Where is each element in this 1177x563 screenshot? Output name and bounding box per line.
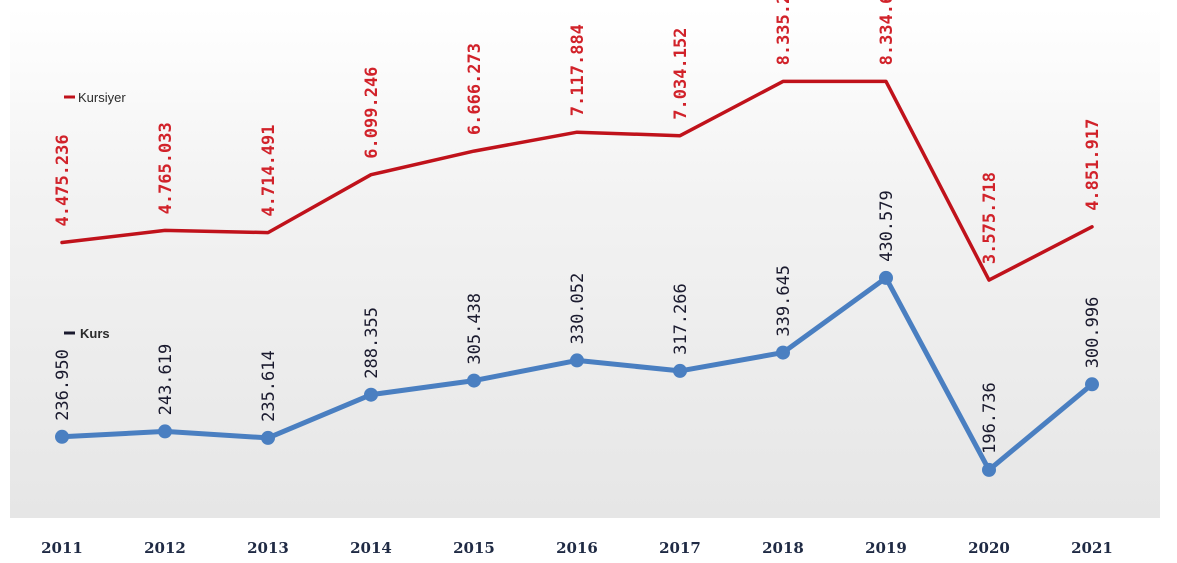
point-kurs-2019 <box>879 270 893 285</box>
data-label-kursiyer-2020: 3.575.718 <box>980 172 1000 264</box>
point-kurs-2013 <box>261 430 275 445</box>
data-label-kursiyer-2015: 6.666.273 <box>465 43 485 135</box>
data-label-kursiyer-2012: 4.765.033 <box>156 122 176 214</box>
data-label-kurs-2015: 305.438 <box>465 293 485 365</box>
data-label-kursiyer-2017: 7.034.152 <box>671 28 691 120</box>
point-kurs-2016 <box>570 353 584 368</box>
point-kurs-2012 <box>158 424 172 439</box>
legend-kursiyer: Kursiyer <box>64 90 126 105</box>
data-label-kurs-2018: 339.645 <box>774 265 794 337</box>
data-label-kursiyer-2021: 4.851.917 <box>1083 119 1103 211</box>
x-tick-2020: 2020 <box>968 539 1010 557</box>
data-label-kurs-2014: 288.355 <box>362 307 382 379</box>
data-label-kurs-2017: 317.266 <box>671 283 691 355</box>
point-kurs-2015 <box>467 373 481 388</box>
point-kurs-2017 <box>673 363 687 378</box>
data-label-kursiyer-2011: 4.475.236 <box>53 134 73 226</box>
data-label-kurs-2011: 236.950 <box>53 349 73 421</box>
data-label-kursiyer-2016: 7.117.884 <box>568 24 588 116</box>
x-tick-2017: 2017 <box>659 539 701 557</box>
x-tick-2012: 2012 <box>144 539 186 557</box>
point-kurs-2014 <box>364 387 378 402</box>
data-label-kurs-2016: 330.052 <box>568 273 588 345</box>
x-tick-2015: 2015 <box>453 539 495 557</box>
x-tick-2021: 2021 <box>1071 539 1113 557</box>
x-tick-2014: 2014 <box>350 539 392 557</box>
data-label-kursiyer-2014: 6.099.246 <box>362 67 382 159</box>
series-points <box>55 270 1099 477</box>
data-labels: 4.475.236 4.765.033 4.714.491 6.099.246 6.66… <box>53 0 1103 454</box>
point-kurs-2018 <box>776 345 790 360</box>
x-tick-2019: 2019 <box>865 539 907 557</box>
point-kurs-2020 <box>982 462 996 477</box>
x-tick-2011: 2011 <box>41 539 83 557</box>
legend-kursiyer-label: Kursiyer <box>78 90 126 105</box>
data-label-kursiyer-2018: 8.335.270 <box>774 0 794 65</box>
x-tick-2016: 2016 <box>556 539 598 557</box>
legend-kurs: Kurs <box>64 326 110 341</box>
point-kurs-2021 <box>1085 377 1099 392</box>
x-tick-2018: 2018 <box>762 539 804 557</box>
data-label-kurs-2012: 243.619 <box>156 344 176 416</box>
legend-kurs-label: Kurs <box>80 326 110 341</box>
data-label-kurs-2019: 430.579 <box>877 190 897 262</box>
data-label-kurs-2020: 196.736 <box>980 382 1000 454</box>
data-label-kursiyer-2019: 8.334.663 <box>877 0 897 65</box>
data-label-kurs-2013: 235.614 <box>259 350 279 422</box>
x-tick-2013: 2013 <box>247 539 289 557</box>
point-kurs-2011 <box>55 429 69 444</box>
data-label-kurs-2021: 300.996 <box>1083 297 1103 369</box>
x-axis-ticks: 2011 2012 2013 2014 2015 2016 2017 2018 2019 2020… <box>41 539 1113 557</box>
series-line-kursiyer <box>60 79 1094 282</box>
data-label-kursiyer-2013: 4.714.491 <box>259 124 279 216</box>
